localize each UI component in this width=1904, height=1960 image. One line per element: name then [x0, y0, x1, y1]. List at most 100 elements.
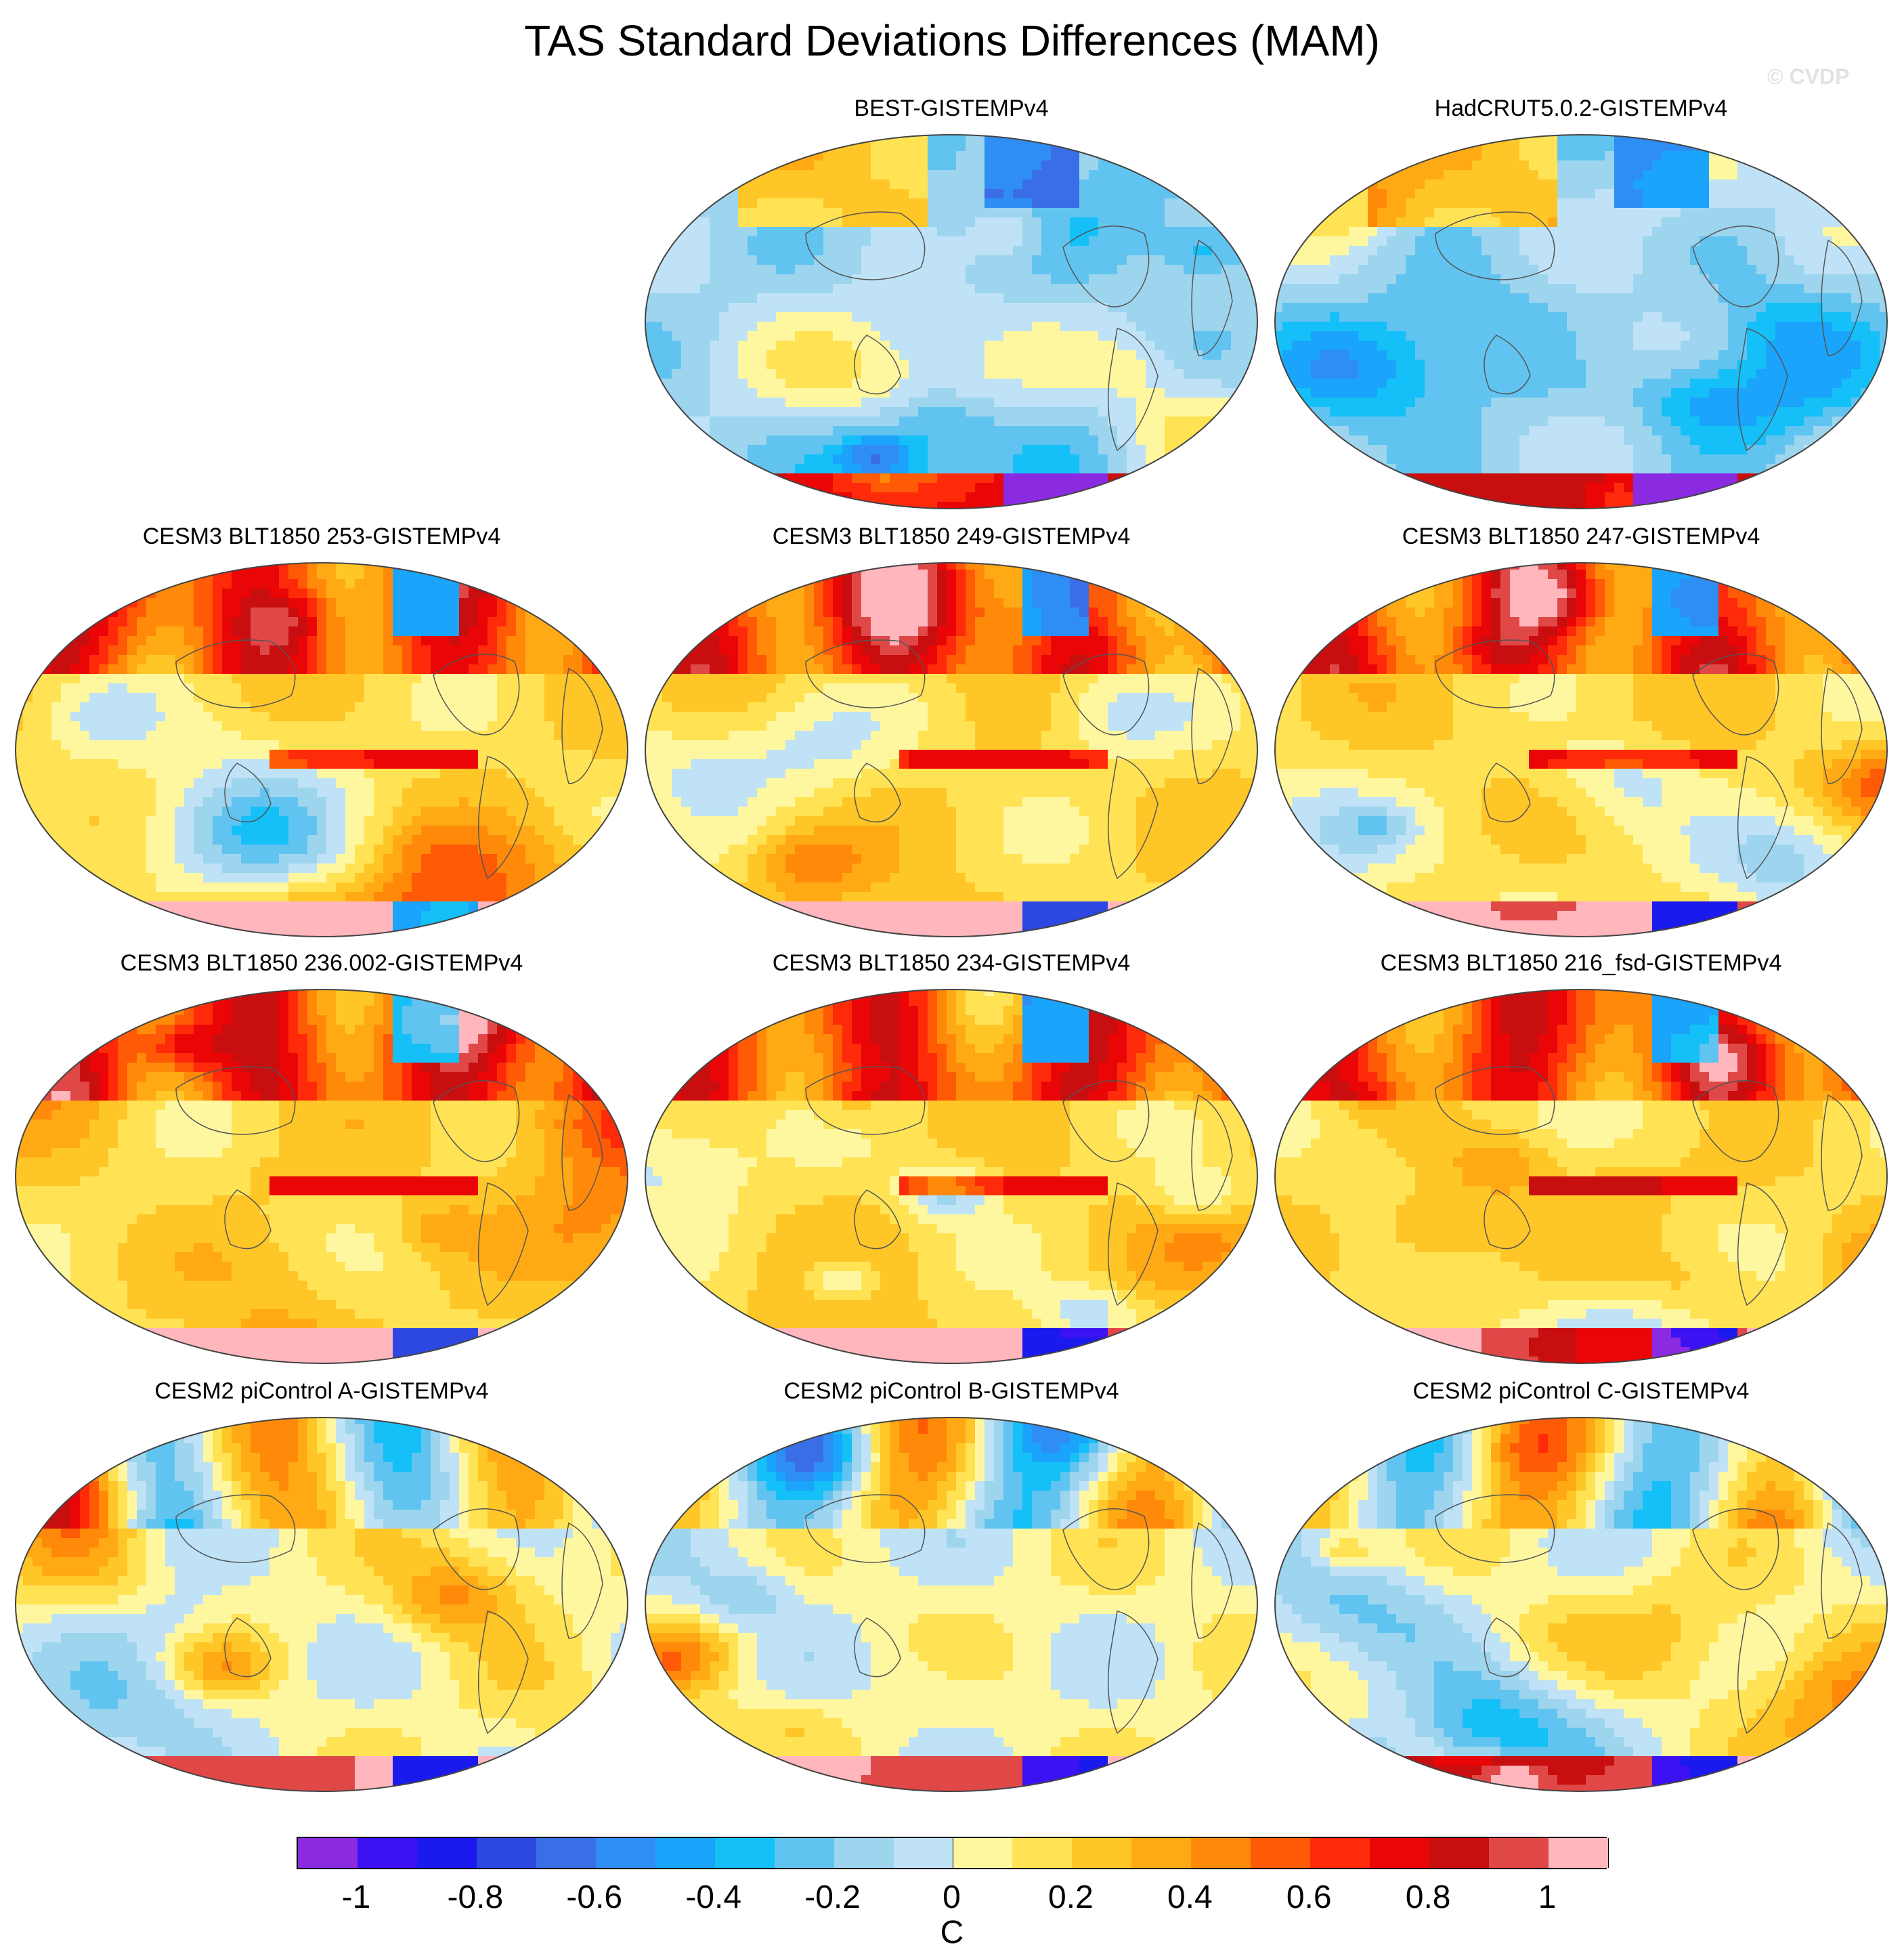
field-cell [1193, 445, 1203, 455]
field-cell [1813, 312, 1823, 322]
field-cell [1624, 417, 1634, 427]
field-cell [1624, 161, 1634, 171]
field-cell [880, 445, 890, 455]
field-cell [975, 341, 985, 351]
field-cell [890, 189, 900, 199]
field-cell [1155, 227, 1165, 237]
field-cell [1880, 198, 1887, 209]
field-cell [880, 331, 890, 341]
field-cell [748, 426, 758, 436]
field-cell [1870, 151, 1880, 161]
field-cell [1861, 350, 1871, 360]
field-cell [947, 246, 957, 256]
field-cell [966, 179, 976, 190]
field-cell [1349, 350, 1359, 360]
field-cell [1203, 303, 1213, 313]
field-cell [1003, 360, 1014, 370]
field-cell [1813, 284, 1823, 294]
field-cell [1330, 303, 1340, 313]
field-cell [1070, 435, 1080, 446]
field-cell [1804, 255, 1814, 265]
field-cell [795, 388, 805, 398]
field-cell [1184, 341, 1194, 351]
field-cell [1041, 274, 1052, 284]
field-cell [1377, 369, 1387, 379]
field-cell [1165, 274, 1175, 284]
field-cell [871, 151, 881, 161]
world-map-field [1274, 134, 1888, 509]
field-cell [861, 435, 871, 446]
field-cell [645, 417, 653, 427]
field-cell [1301, 255, 1312, 265]
field-cell [1756, 142, 1767, 152]
field-cell [1136, 189, 1146, 199]
field-cell [1576, 236, 1586, 247]
field-cell [1377, 236, 1387, 247]
field-cell [1127, 151, 1137, 161]
field-cell [880, 227, 890, 237]
field-cell [1434, 417, 1444, 427]
field-cell [1794, 426, 1804, 436]
field-cell [1032, 274, 1042, 284]
field-cell [1098, 208, 1108, 218]
field-cell [1510, 322, 1520, 332]
field-cell [1728, 236, 1738, 247]
field-cell [1221, 170, 1232, 180]
field-cell [1652, 265, 1662, 275]
field-cell [1775, 198, 1786, 209]
field-cell [1292, 464, 1302, 474]
field-cell [1643, 142, 1653, 152]
field-cell [1510, 135, 1520, 142]
field-cell [947, 417, 957, 427]
field-cell [985, 312, 995, 322]
field-cell [1231, 255, 1241, 265]
field-cell [994, 492, 1004, 503]
field-cell [662, 322, 672, 332]
field-cell [1098, 142, 1108, 152]
field-cell [1221, 179, 1232, 190]
field-cell [994, 255, 1004, 265]
field-cell [1652, 341, 1662, 351]
field-cell [1377, 135, 1387, 142]
field-cell [871, 464, 881, 474]
field-cell [785, 407, 796, 417]
field-cell [1775, 284, 1786, 294]
field-cell [937, 464, 947, 474]
field-cell [710, 454, 720, 465]
field-cell [691, 161, 701, 171]
field-cell [833, 398, 843, 408]
field-cell [1098, 417, 1108, 427]
field-cell [899, 435, 909, 446]
field-cell [795, 341, 805, 351]
field-cell [1387, 417, 1397, 427]
field-cell [1117, 170, 1127, 180]
field-cell [956, 322, 966, 332]
field-cell [1387, 360, 1397, 370]
field-cell [833, 135, 843, 142]
field-cell [1292, 236, 1302, 247]
field-cell [1737, 284, 1748, 294]
field-cell [852, 170, 862, 180]
field-cell [1510, 464, 1520, 474]
field-cell [748, 293, 758, 303]
field-cell [1785, 189, 1795, 199]
field-cell [1756, 341, 1767, 351]
field-cell [947, 293, 957, 303]
field-cell [1282, 331, 1293, 341]
field-cell [719, 473, 729, 484]
field-cell [1586, 388, 1596, 398]
field-cell [645, 312, 653, 322]
field-cell [1728, 350, 1738, 360]
field-cell [645, 379, 653, 389]
field-cell [1003, 179, 1014, 190]
field-cell [1861, 454, 1871, 465]
field-cell [880, 303, 890, 313]
field-cell [1022, 303, 1033, 313]
field-cell [947, 322, 957, 332]
field-cell [1117, 312, 1127, 322]
field-cell [1548, 236, 1558, 247]
field-cell [1481, 161, 1492, 171]
field-cell [1155, 189, 1165, 199]
field-cell [1681, 135, 1691, 142]
field-cell [1785, 360, 1795, 370]
